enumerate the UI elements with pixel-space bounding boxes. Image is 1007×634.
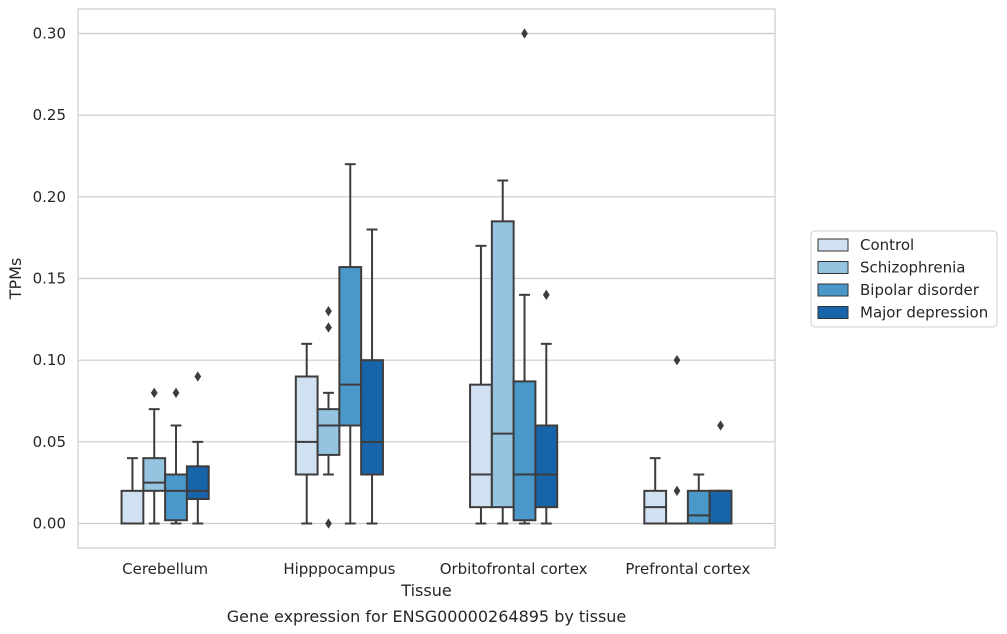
box-schizophrenia	[316, 305, 341, 529]
iqr-box	[120, 489, 145, 525]
y-tick-label: 0.10	[33, 351, 66, 369]
box-control	[120, 457, 145, 525]
box-major-depression	[360, 228, 384, 525]
box-bipolar-disorder	[686, 473, 711, 525]
y-tick-label: 0.15	[33, 270, 66, 288]
x-tick-label: Cerebellum	[122, 560, 208, 578]
box-control	[294, 342, 319, 525]
iqr-box	[534, 424, 559, 509]
outlier-marker	[172, 387, 180, 399]
iqr-box	[490, 220, 515, 509]
iqr-box	[338, 266, 363, 427]
y-tick-label: 0.05	[33, 433, 66, 451]
outlier-marker	[717, 420, 724, 431]
plot-frame	[77, 8, 776, 549]
x-tick-label: Prefrontal cortex	[625, 560, 750, 578]
outlier-marker	[325, 305, 332, 317]
grid-lines	[78, 32, 775, 525]
x-tick-labels: Cerebellum Hipppocampus Orbitofrontal cort…	[122, 560, 750, 578]
iqr-box	[142, 457, 167, 492]
legend-entry-label: Bipolar disorder	[860, 281, 980, 299]
legend-swatch	[817, 238, 849, 252]
iqr-box	[294, 375, 319, 476]
iqr-box	[708, 489, 733, 525]
box-bipolar-disorder	[512, 28, 537, 525]
y-tick-label: 0.25	[33, 106, 66, 124]
iqr-box	[316, 408, 341, 456]
x-axis-label: Tissue	[400, 581, 451, 600]
y-tick-labels: 0.00 0.05 0.10 0.15 0.20 0.25 0.30	[33, 25, 66, 533]
legend-swatch	[817, 283, 849, 297]
chart-caption: Gene expression for ENSG00000264895 by t…	[227, 607, 627, 626]
box-major-depression	[708, 420, 733, 525]
iqr-box	[469, 383, 493, 509]
outlier-marker	[673, 354, 681, 366]
iqr-box	[360, 359, 384, 476]
box-schizophrenia	[490, 179, 515, 525]
legend: Control Schizophrenia Bipolar disorder Majo…	[810, 230, 998, 328]
x-tick-label: Orbitofrontal cortex	[440, 560, 588, 578]
outlier-marker	[673, 485, 681, 497]
legend-swatch	[817, 306, 849, 319]
legend-entry-label: Major depression	[860, 304, 988, 322]
iqr-box	[164, 473, 188, 522]
legend-entry-label: Control	[860, 236, 914, 254]
outlier-marker	[150, 387, 158, 399]
box-major-depression	[534, 289, 559, 525]
box-schizophrenia	[142, 387, 167, 525]
y-tick-label: 0.20	[33, 188, 66, 206]
x-tick-label: Hipppocampus	[283, 560, 395, 578]
y-axis-label: TPMs	[6, 258, 25, 301]
box-groups	[120, 28, 733, 529]
outlier-marker	[325, 322, 332, 333]
box-control	[643, 457, 668, 525]
box-schizophrenia	[665, 354, 689, 525]
iqr-box	[185, 465, 210, 501]
outlier-marker	[521, 28, 528, 39]
outlier-marker	[194, 371, 202, 382]
y-tick-label: 0.00	[33, 515, 66, 533]
legend-swatch	[817, 261, 849, 274]
box-bipolar-disorder	[164, 387, 188, 525]
legend-entry-label: Schizophrenia	[860, 259, 965, 277]
box-major-depression	[185, 371, 210, 525]
iqr-box	[512, 380, 537, 522]
outlier-marker	[325, 518, 332, 529]
outlier-marker	[542, 289, 550, 301]
iqr-box	[686, 489, 711, 525]
y-tick-label: 0.30	[33, 25, 66, 43]
box-control	[469, 244, 493, 525]
box-bipolar-disorder	[338, 163, 363, 525]
legend-frame	[810, 230, 998, 328]
